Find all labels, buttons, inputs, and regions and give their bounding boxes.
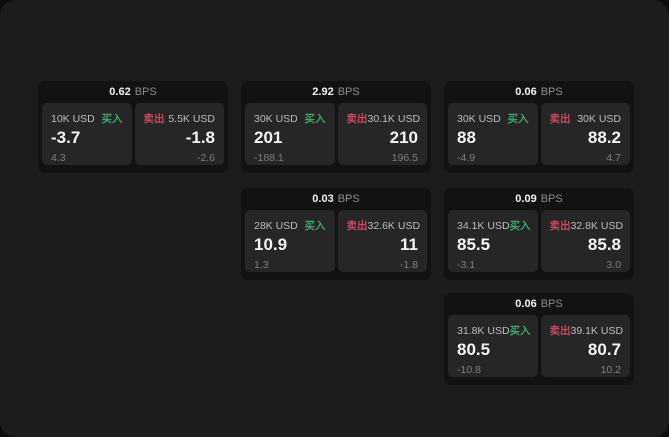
sell-panel[interactable]: 卖出 5.5K USD -1.8 -2.6 [134,103,224,165]
buy-side-label: 买入 [304,113,326,125]
quote-card: 0.62 BPS 10K USD 买入 -3.7 4.3 卖出 5.5K USD… [38,81,228,173]
buy-delta: -4.9 [457,151,476,164]
buy-amount: 10K USD [51,113,95,125]
quote-card: 0.06 BPS 31.8K USD 买入 80.5 -10.8 卖出 39.1… [444,293,634,385]
sell-panel[interactable]: 卖出 39.1K USD 80.7 10.2 [540,315,630,377]
spread-value: 0.06 [515,298,537,310]
sell-price: 80.7 [587,340,621,359]
spread-unit: BPS [134,86,157,98]
spread-header: 0.06 BPS [444,81,634,103]
sell-amount: 5.5K USD [168,113,215,125]
quote-card: 2.92 BPS 30K USD 买入 201 -188.1 卖出 30.1K … [241,81,431,173]
spread-value: 0.62 [109,86,131,98]
sell-amount: 39.1K USD [570,325,624,337]
spread-value: 2.92 [312,86,334,98]
spread-unit: BPS [540,86,563,98]
sell-amount: 32.6K USD [367,220,421,232]
spread-header: 0.09 BPS [444,188,634,210]
sell-price: -1.8 [185,128,215,147]
spread-header: 0.62 BPS [38,81,228,103]
spread-value: 0.06 [515,86,537,98]
sell-side-label: 卖出 [549,220,571,232]
sell-side-label: 卖出 [143,113,165,125]
spread-value: 0.03 [312,193,334,205]
buy-price: 80.5 [457,340,491,359]
buy-price: 88 [457,128,476,147]
quote-card: 0.09 BPS 34.1K USD 买入 85.5 -3.1 卖出 32.8K… [444,188,634,280]
sell-price: 210 [389,128,418,147]
sell-side-label: 卖出 [346,113,368,125]
sell-side-label: 卖出 [549,113,571,125]
spread-unit: BPS [337,193,360,205]
buy-amount: 28K USD [254,220,298,232]
sell-delta: -1.8 [399,258,418,271]
sell-panel[interactable]: 卖出 32.8K USD 85.8 3.0 [540,210,630,272]
buy-panel[interactable]: 30K USD 买入 201 -188.1 [245,103,335,165]
quote-card: 0.03 BPS 28K USD 买入 10.9 1.3 卖出 32.6K US… [241,188,431,280]
buy-price: 10.9 [254,235,288,254]
sell-side-label: 卖出 [549,325,571,337]
buy-delta: -188.1 [254,151,284,164]
sell-price: 85.8 [587,235,621,254]
sell-price: 88.2 [587,128,621,147]
sell-side-label: 卖出 [346,220,368,232]
spread-unit: BPS [540,193,563,205]
buy-amount: 34.1K USD [457,220,510,232]
spread-value: 0.09 [515,193,537,205]
sell-amount: 30K USD [577,113,621,125]
sell-price: 11 [400,235,418,254]
buy-amount: 30K USD [457,113,501,125]
buy-panel[interactable]: 28K USD 买入 10.9 1.3 [245,210,335,272]
spread-header: 0.06 BPS [444,293,634,315]
quote-card: 0.06 BPS 30K USD 买入 88 -4.9 卖出 30K USD 8… [444,81,634,173]
sell-delta: 196.5 [391,151,418,164]
sell-panel[interactable]: 卖出 30K USD 88.2 4.7 [540,103,630,165]
sell-delta: 4.7 [606,151,621,164]
sell-delta: 10.2 [600,363,621,376]
buy-panel[interactable]: 30K USD 买入 88 -4.9 [448,103,538,165]
buy-delta: 1.3 [254,258,269,271]
buy-amount: 31.8K USD [457,325,510,337]
sell-panel[interactable]: 卖出 30.1K USD 210 196.5 [337,103,427,165]
sell-delta: -2.6 [196,151,215,164]
sell-amount: 30.1K USD [367,113,421,125]
spread-unit: BPS [337,86,360,98]
buy-price: -3.7 [51,128,81,147]
buy-panel[interactable]: 34.1K USD 买入 85.5 -3.1 [448,210,538,272]
buy-delta: -10.8 [457,363,481,376]
buy-panel[interactable]: 31.8K USD 买入 80.5 -10.8 [448,315,538,377]
buy-delta: 4.3 [51,151,66,164]
spread-header: 0.03 BPS [241,188,431,210]
buy-amount: 30K USD [254,113,298,125]
buy-side-label: 买入 [101,113,123,125]
buy-price: 201 [254,128,283,147]
buy-price: 85.5 [457,235,491,254]
buy-side-label: 买入 [509,325,531,337]
sell-amount: 32.8K USD [570,220,624,232]
buy-side-label: 买入 [509,220,531,232]
buy-panel[interactable]: 10K USD 买入 -3.7 4.3 [42,103,132,165]
buy-delta: -3.1 [457,258,476,271]
spread-unit: BPS [540,298,563,310]
sell-panel[interactable]: 卖出 32.6K USD 11 -1.8 [337,210,427,272]
spread-header: 2.92 BPS [241,81,431,103]
buy-side-label: 买入 [304,220,326,232]
sell-delta: 3.0 [606,258,621,271]
buy-side-label: 买入 [507,113,529,125]
